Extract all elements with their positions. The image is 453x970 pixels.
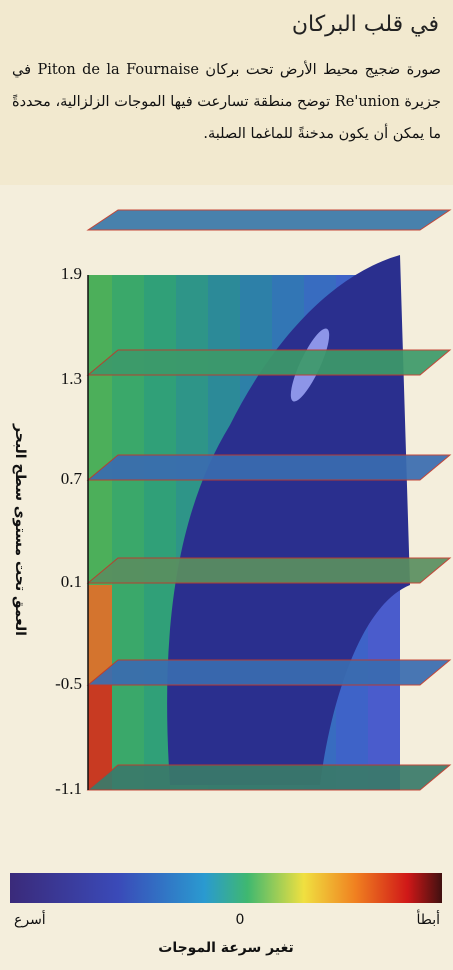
- depth-tick: 0.7: [61, 469, 83, 488]
- colorbar-label: 0: [236, 912, 245, 928]
- colorbar-label: أسرع: [14, 910, 46, 928]
- depth-tick: 1.3: [61, 369, 82, 388]
- colorbar-label: أبطأ: [416, 909, 440, 928]
- header: في قلب البركان صورة ضجيج محيط الأرض تحت …: [0, 0, 453, 185]
- title: في قلب البركان: [291, 12, 439, 37]
- depth-tick: 1.9: [61, 264, 82, 283]
- figure: 1.9 1.3 0.7 0.1 -0.5 -1.1 العمق تحت مستو…: [10, 209, 452, 956]
- depth-tick: -1.1: [55, 779, 82, 798]
- caption: صورة ضجيج محيط الأرض تحت بركان Piton de …: [12, 62, 441, 142]
- depth-tick: 0.1: [61, 572, 82, 591]
- volume: [86, 209, 452, 791]
- colorbar: [10, 873, 442, 903]
- colorbar-title: تغير سرعة الموجات: [158, 940, 294, 956]
- axis-label: العمق تحت مستوى سطح البحر: [12, 423, 28, 636]
- depth-tick: -0.5: [55, 674, 82, 693]
